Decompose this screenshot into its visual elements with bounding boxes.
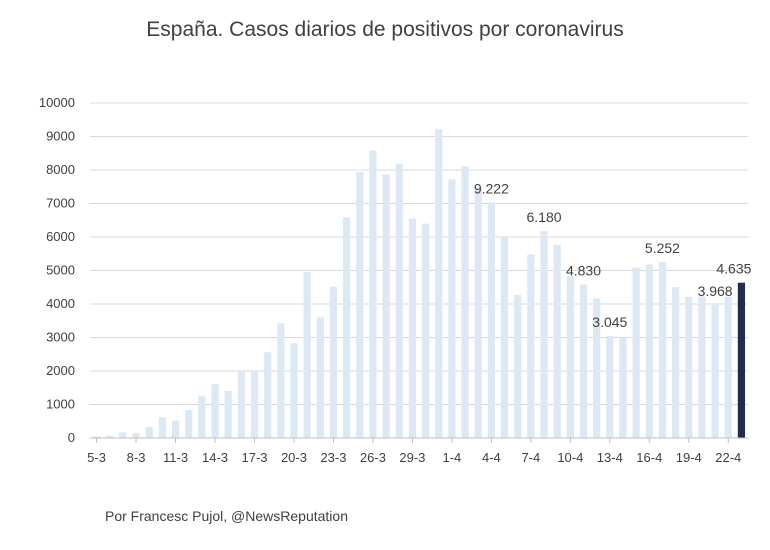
bar (514, 294, 522, 438)
x-tick-label: 11-3 (163, 450, 188, 465)
bar (92, 436, 101, 438)
bar (290, 343, 298, 438)
x-tick-label: 10-4 (557, 450, 583, 465)
bar (698, 296, 706, 438)
x-tick-label: 26-3 (360, 450, 386, 465)
x-tick-label: 29-3 (399, 450, 425, 465)
x-tick-label: 14-3 (202, 450, 228, 465)
data-label: 9.222 (474, 180, 509, 196)
bar (593, 298, 601, 438)
bar (606, 335, 614, 438)
x-tick-label: 23-3 (320, 450, 346, 465)
x-tick-label: 1-4 (443, 450, 462, 465)
bar (461, 166, 469, 438)
bar (487, 202, 495, 438)
bar (356, 172, 364, 438)
chart-title: España. Casos diarios de positivos por c… (146, 18, 624, 41)
bar (316, 317, 324, 438)
bar (303, 272, 311, 438)
bar (277, 323, 285, 438)
bar (382, 174, 390, 439)
bar (711, 305, 719, 438)
bar (474, 187, 482, 438)
bar (264, 352, 272, 438)
data-label: 5.252 (645, 240, 680, 256)
y-tick-label: 2000 (46, 363, 75, 378)
bar (250, 371, 259, 438)
data-label: 3.045 (592, 314, 627, 330)
bar (553, 245, 561, 438)
x-tick-label: 22-4 (715, 450, 741, 465)
bar (198, 395, 206, 438)
y-tick-label: 4000 (46, 296, 75, 311)
x-tick-label: 17-3 (241, 450, 267, 465)
bar (645, 264, 653, 438)
data-label: 3.968 (698, 283, 733, 299)
bar (106, 435, 114, 438)
bar (579, 284, 588, 438)
x-tick-label: 7-4 (521, 450, 540, 465)
bar (119, 432, 127, 438)
data-label: 4.830 (566, 263, 601, 279)
y-tick-label: 7000 (46, 196, 75, 211)
footer-credit: Por Francesc Pujol, @NewsReputation (105, 508, 348, 524)
bar (527, 254, 535, 438)
y-tick-label: 6000 (46, 229, 75, 244)
x-tick-label: 4-4 (482, 450, 501, 465)
y-tick-label: 9000 (46, 129, 75, 144)
x-tick-label: 8-3 (127, 450, 146, 465)
bar (540, 230, 548, 438)
x-tick-label: 16-4 (636, 450, 662, 465)
bar (435, 129, 443, 439)
bar (211, 384, 219, 438)
bar (224, 391, 232, 438)
x-tick-label: 5-3 (87, 450, 106, 465)
bar (448, 179, 456, 438)
bar (132, 432, 140, 438)
y-tick-label: 1000 (46, 397, 75, 412)
bar (566, 276, 574, 438)
x-tick-label: 13-4 (597, 450, 623, 465)
bar (329, 286, 338, 438)
bar (500, 237, 509, 438)
bar (672, 287, 680, 438)
bar (408, 218, 417, 438)
bar (619, 337, 627, 438)
y-tick-label: 3000 (46, 330, 75, 345)
y-tick-label: 8000 (46, 162, 75, 177)
data-label: 4.635 (716, 261, 751, 277)
x-tick-label: 19-4 (676, 450, 702, 465)
bar (737, 282, 746, 438)
bar (145, 426, 153, 438)
y-tick-label: 5000 (46, 263, 75, 278)
bar (369, 150, 377, 438)
bar (343, 217, 351, 438)
bar (724, 296, 732, 438)
bar (158, 417, 166, 438)
x-tick-label: 20-3 (281, 450, 307, 465)
bar (658, 262, 667, 438)
bar (171, 420, 180, 438)
bar (685, 296, 693, 438)
y-tick-label: 10000 (39, 95, 75, 110)
y-tick-label: 0 (68, 430, 75, 445)
bar (395, 163, 403, 438)
data-label: 6.180 (526, 209, 561, 225)
bar (185, 410, 193, 438)
bar (632, 267, 640, 438)
bar (237, 371, 245, 438)
bar (421, 223, 430, 438)
